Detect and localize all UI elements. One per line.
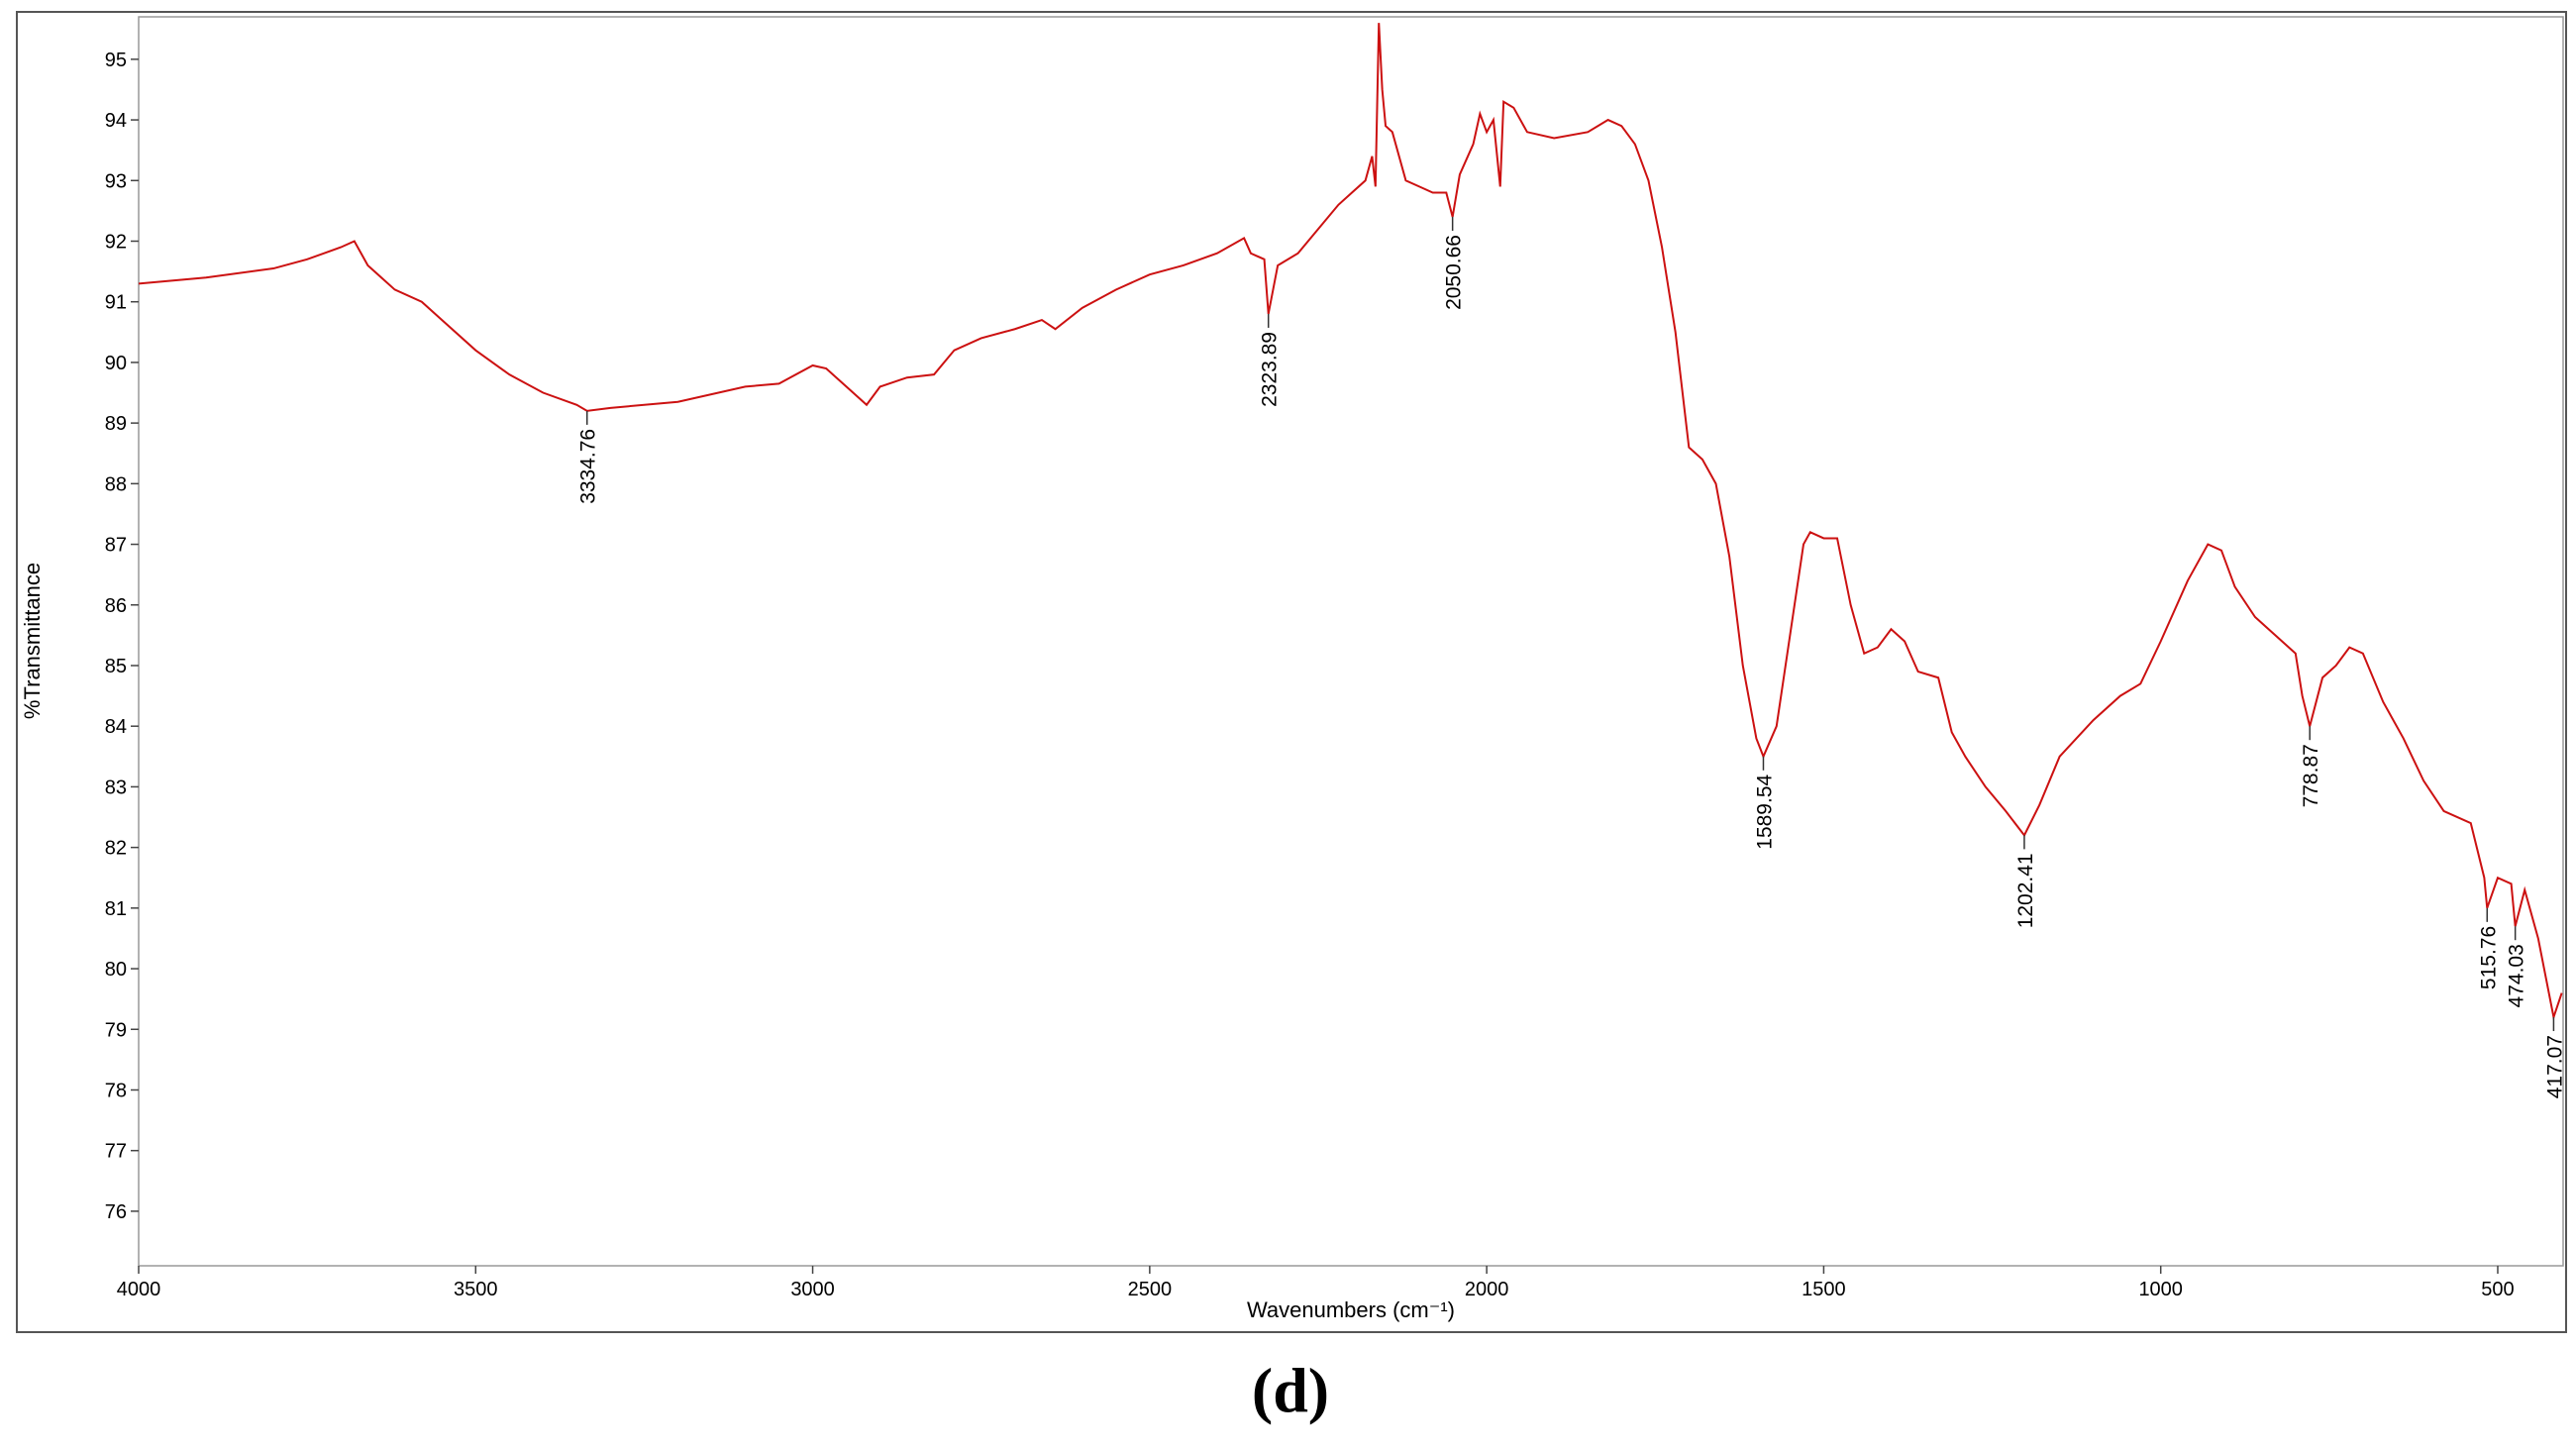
x-tick-label: 1000 xyxy=(2138,1279,2183,1300)
plot-layer: 3334.76 2323.89 2050.66 1589.54 1202.41 778.8… xyxy=(139,23,2566,1098)
peak-label: 778.87 xyxy=(2300,744,2322,807)
x-axis-label: Wavenumbers (cm⁻¹) xyxy=(1247,1297,1455,1322)
peak-label: 515.76 xyxy=(2477,926,2500,989)
y-tick-label: 89 xyxy=(105,413,127,435)
x-tick-label: 3000 xyxy=(790,1279,835,1300)
caption: (d) xyxy=(1252,1355,1329,1425)
y-tick-label: 82 xyxy=(105,838,127,860)
y-tick-label: 79 xyxy=(105,1019,127,1041)
y-tick-label: 83 xyxy=(105,777,127,798)
y-tick-label: 88 xyxy=(105,473,127,495)
peak-label: 2323.89 xyxy=(1259,332,1282,407)
peak-label: 3334.76 xyxy=(577,429,600,504)
y-tick-label: 92 xyxy=(105,231,127,253)
y-tick-label: 93 xyxy=(105,170,127,192)
peak-label: 1202.41 xyxy=(2014,853,2037,928)
y-tick-label: 76 xyxy=(105,1201,127,1223)
y-tick-label: 90 xyxy=(105,353,127,374)
y-tick-label: 84 xyxy=(105,716,127,738)
y-tick-label: 78 xyxy=(105,1080,127,1101)
chart-frame xyxy=(16,11,2567,1333)
y-tick-label: 94 xyxy=(105,110,127,132)
y-tick-label: 81 xyxy=(105,898,127,920)
y-tick-label: 91 xyxy=(105,292,127,314)
y-tick-label: 86 xyxy=(105,595,127,617)
y-tick-label: 77 xyxy=(105,1141,127,1163)
plot-area xyxy=(138,16,2564,1267)
peak-label: 2050.66 xyxy=(1443,235,1466,310)
x-tick-label: 3500 xyxy=(454,1279,498,1300)
x-tick-label: 2000 xyxy=(1465,1279,1509,1300)
peak-label: 417.07 xyxy=(2543,1035,2566,1098)
y-tick-label: 85 xyxy=(105,656,127,677)
x-tick-label: 2500 xyxy=(1128,1279,1173,1300)
y-axis-label: %Transmittance xyxy=(20,563,45,719)
y-tick-label: 95 xyxy=(105,50,127,71)
peak-label: 474.03 xyxy=(2506,944,2528,1007)
x-tick-label: 4000 xyxy=(117,1279,161,1300)
spectrum-line xyxy=(139,23,2563,1021)
y-tick-label: 87 xyxy=(105,535,127,557)
peak-label: 1589.54 xyxy=(1753,774,1776,849)
x-tick-label: 500 xyxy=(2481,1279,2514,1300)
y-tick-label: 80 xyxy=(105,959,127,981)
x-tick-label: 1500 xyxy=(1802,1279,1846,1300)
